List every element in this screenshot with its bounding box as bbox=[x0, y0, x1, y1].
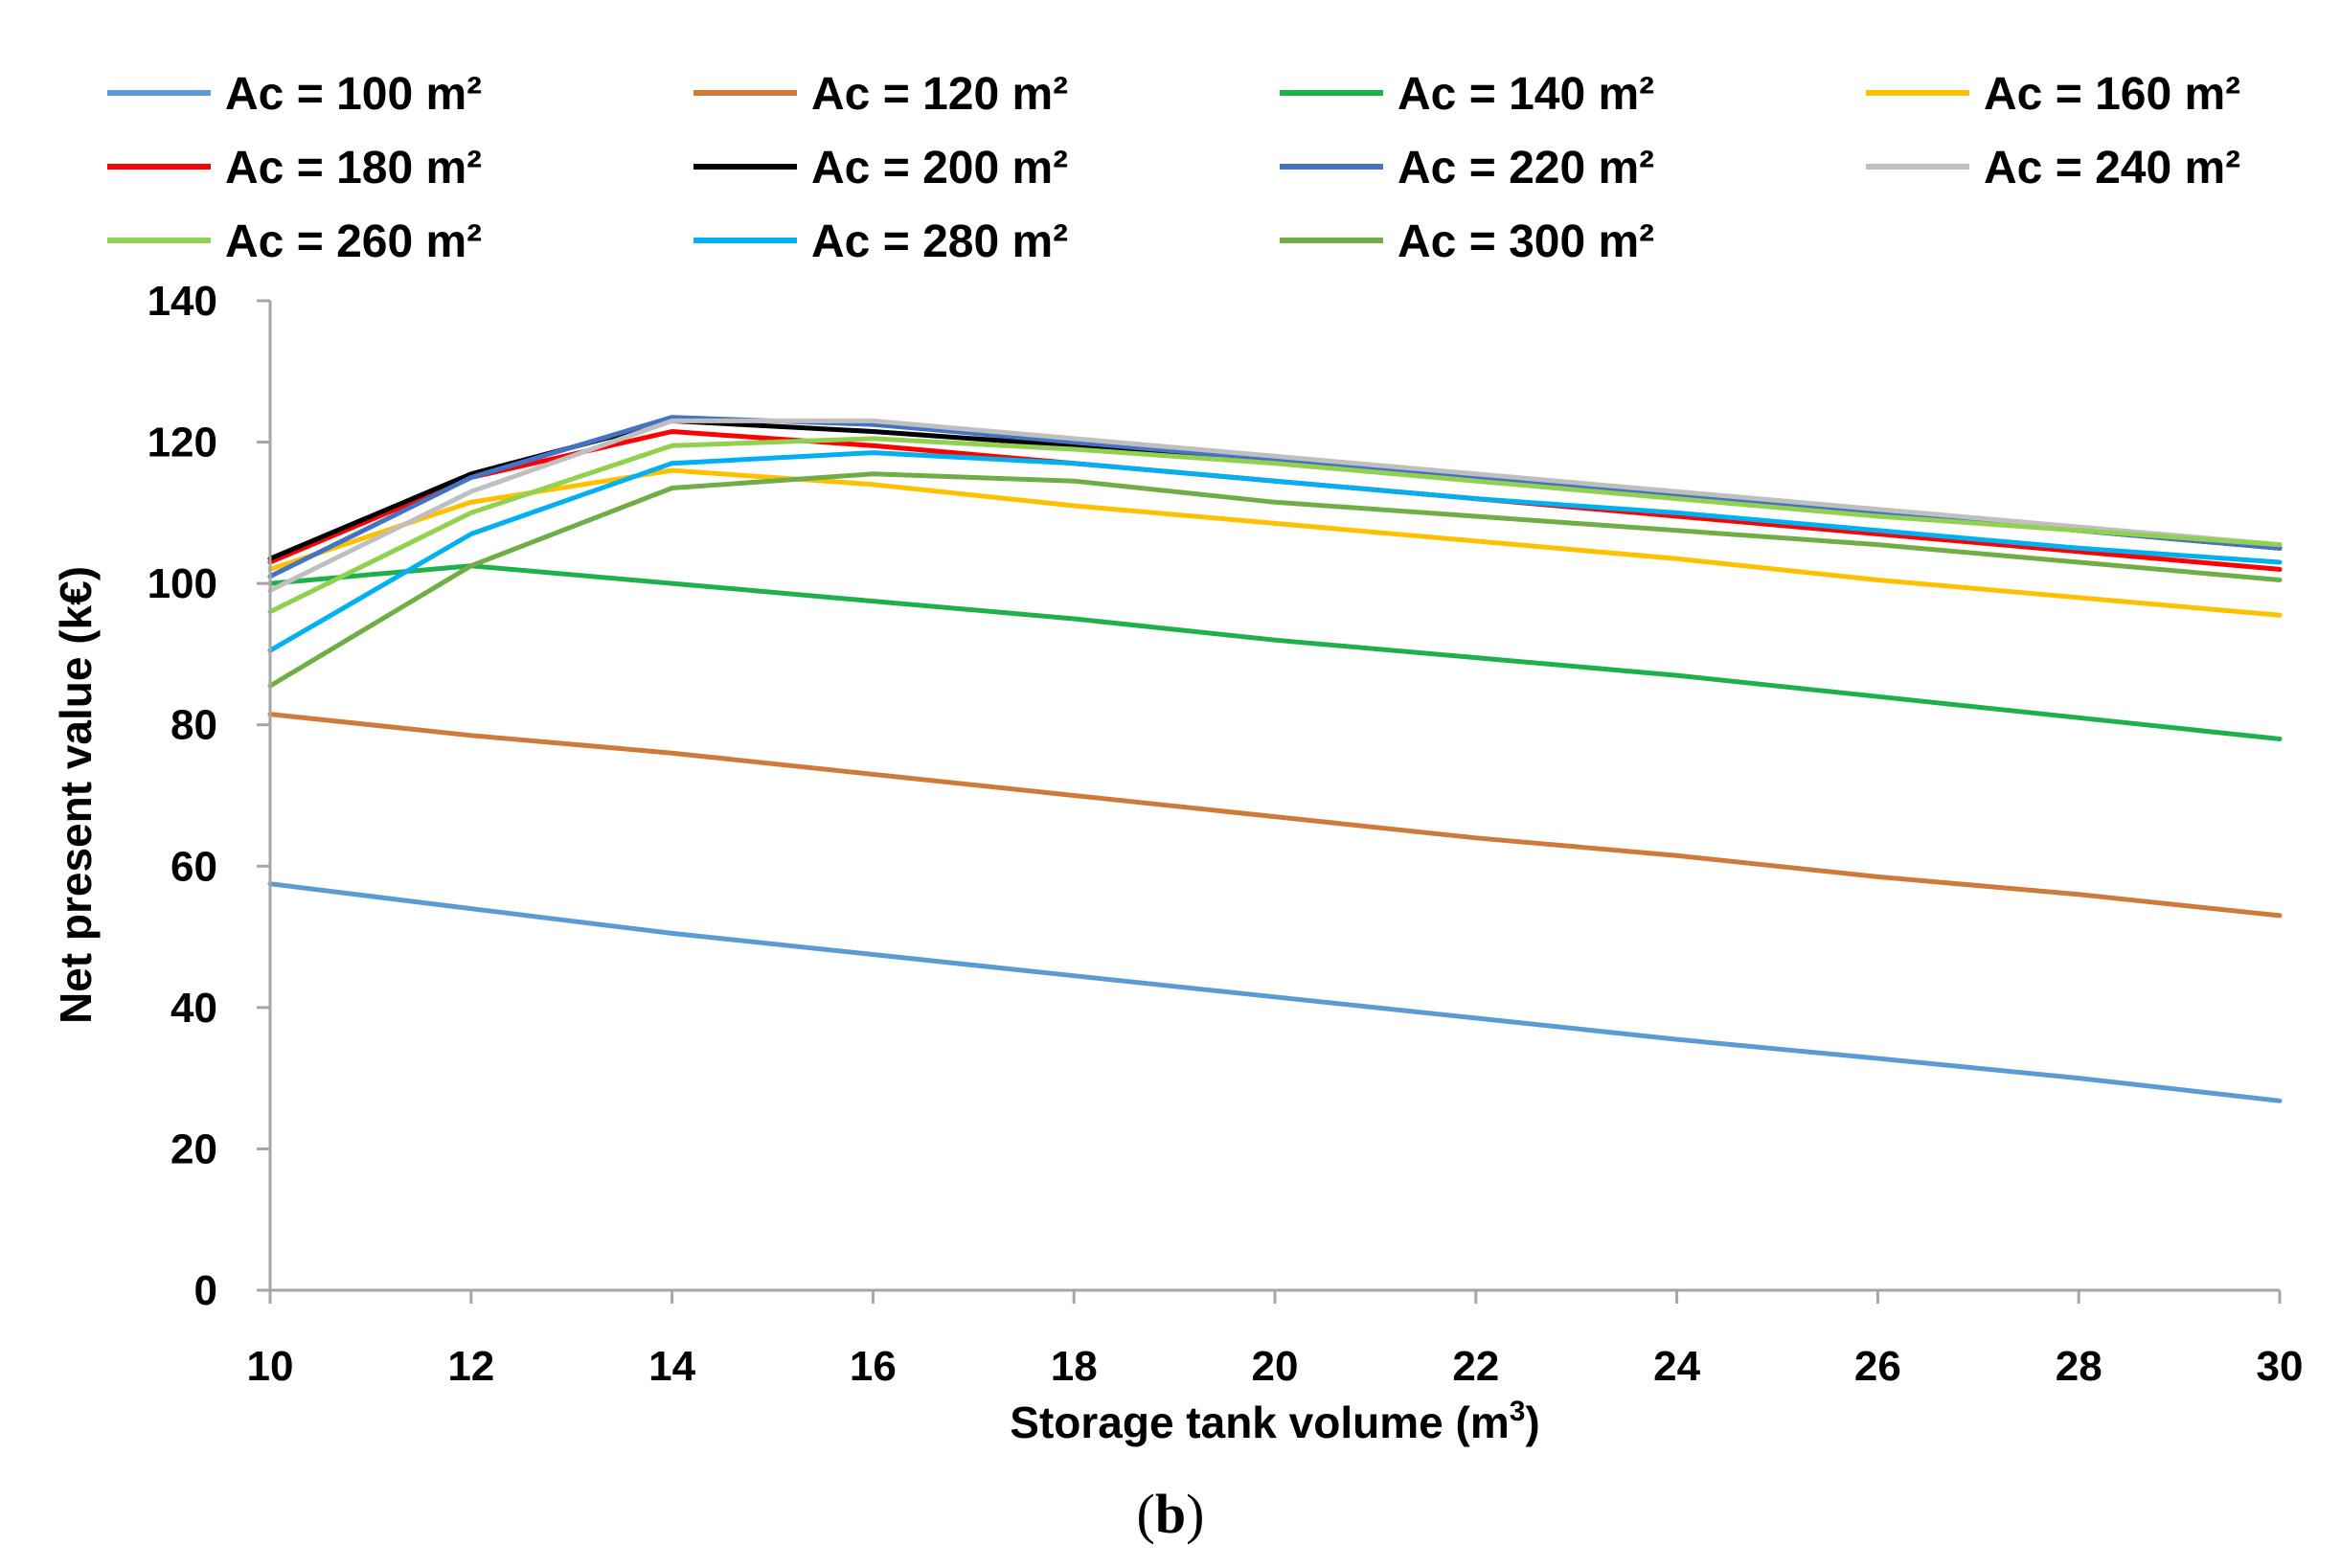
x-ticks: 10 12 14 16 18 20 22 24 26 28 30 bbox=[247, 1290, 2304, 1390]
panel-label-letter: b bbox=[1155, 1483, 1186, 1545]
legend-item: Ac = 120 m² bbox=[693, 69, 1068, 120]
legend-label: Ac = 280 m² bbox=[811, 216, 1068, 267]
x-axis-title-text: Storage tank volume (m bbox=[1010, 1398, 1509, 1447]
x-axis-title: Storage tank volume (m3) bbox=[1010, 1396, 1539, 1447]
x-tick-label: 12 bbox=[447, 1343, 494, 1390]
legend-item: Ac = 300 m² bbox=[1280, 216, 1654, 267]
legend-item: Ac = 280 m² bbox=[693, 216, 1068, 267]
x-tick-label: 28 bbox=[2056, 1343, 2102, 1390]
legend-item: Ac = 240 m² bbox=[1866, 143, 2240, 193]
legend-label: Ac = 180 m² bbox=[225, 143, 482, 193]
panel-label-open: ( bbox=[1137, 1483, 1155, 1545]
panel-label-close: ) bbox=[1186, 1483, 1204, 1545]
legend-item: Ac = 100 m² bbox=[107, 69, 482, 120]
x-tick-label: 30 bbox=[2257, 1343, 2304, 1390]
legend-label: Ac = 160 m² bbox=[1984, 69, 2240, 120]
y-axis-title: Net present value (k€) bbox=[51, 566, 101, 1024]
series-line-120 bbox=[267, 712, 2283, 919]
y-tick-label: 20 bbox=[170, 1125, 217, 1172]
legend-label: Ac = 120 m² bbox=[811, 69, 1068, 120]
x-tick-label: 16 bbox=[850, 1343, 897, 1390]
x-axis-title-end: ) bbox=[1525, 1398, 1539, 1447]
y-tick-label: 80 bbox=[170, 702, 217, 749]
legend-label: Ac = 260 m² bbox=[225, 216, 482, 267]
series-line-140 bbox=[267, 563, 2283, 741]
x-tick-label: 24 bbox=[1653, 1343, 1700, 1390]
series-lines bbox=[267, 415, 2283, 1103]
x-tick-label: 10 bbox=[247, 1343, 294, 1390]
x-tick-label: 18 bbox=[1051, 1343, 1098, 1390]
x-tick-label: 22 bbox=[1452, 1343, 1499, 1390]
series-line-160 bbox=[267, 467, 2283, 618]
legend-item: Ac = 200 m² bbox=[693, 143, 1068, 193]
y-tick-label: 0 bbox=[194, 1267, 217, 1314]
y-ticks: 0 20 40 60 80 100 120 140 bbox=[148, 278, 270, 1314]
series-line-260 bbox=[267, 436, 2283, 615]
legend-label: Ac = 100 m² bbox=[225, 69, 482, 120]
legend-item: Ac = 220 m² bbox=[1280, 143, 1654, 193]
y-tick-label: 100 bbox=[148, 560, 217, 607]
x-tick-label: 20 bbox=[1252, 1343, 1299, 1390]
series-line-100 bbox=[267, 881, 2283, 1103]
y-tick-label: 120 bbox=[148, 420, 217, 466]
series-line-280 bbox=[267, 450, 2283, 653]
legend-label: Ac = 240 m² bbox=[1984, 143, 2240, 193]
legend-label: Ac = 220 m² bbox=[1398, 143, 1654, 193]
series-line-240 bbox=[267, 418, 2283, 593]
legend-item: Ac = 180 m² bbox=[107, 143, 482, 193]
legend-label: Ac = 140 m² bbox=[1398, 69, 1654, 120]
legend-label: Ac = 200 m² bbox=[811, 143, 1068, 193]
x-axis-title-sup: 3 bbox=[1510, 1396, 1526, 1427]
series-line-300 bbox=[267, 471, 2283, 689]
x-tick-label: 26 bbox=[1854, 1343, 1901, 1390]
x-tick-label: 14 bbox=[648, 1343, 695, 1390]
legend: Ac = 100 m² Ac = 120 m² Ac = 140 m² Ac = 16… bbox=[107, 69, 2240, 267]
y-tick-label: 60 bbox=[170, 843, 217, 890]
legend-item: Ac = 140 m² bbox=[1280, 69, 1654, 120]
legend-item: Ac = 160 m² bbox=[1866, 69, 2240, 120]
y-tick-label: 40 bbox=[170, 985, 217, 1032]
legend-label: Ac = 300 m² bbox=[1398, 216, 1654, 267]
panel-label: (b) bbox=[1137, 1483, 1205, 1545]
y-tick-label: 140 bbox=[148, 278, 217, 325]
legend-item: Ac = 260 m² bbox=[107, 216, 482, 267]
